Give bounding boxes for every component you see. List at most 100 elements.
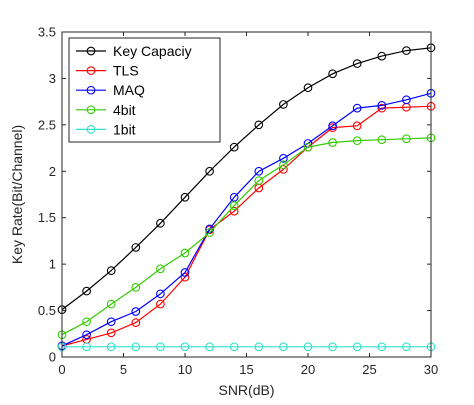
data-point bbox=[402, 46, 411, 55]
data-point bbox=[229, 201, 239, 210]
data-point bbox=[156, 264, 165, 274]
data-point bbox=[229, 142, 239, 152]
data-point bbox=[352, 59, 362, 68]
data-point bbox=[180, 192, 190, 202]
data-point bbox=[328, 121, 337, 131]
data-point bbox=[229, 192, 239, 202]
data-point bbox=[106, 328, 116, 338]
data-point bbox=[402, 95, 411, 105]
axes-box bbox=[61, 31, 432, 358]
data-point bbox=[180, 268, 190, 277]
data-point bbox=[303, 142, 313, 152]
data-point bbox=[131, 307, 141, 316]
legend-marker bbox=[86, 105, 96, 115]
y-tick-label: 1 bbox=[49, 257, 56, 272]
legend-marker bbox=[86, 46, 96, 56]
x-axis-label: SNR(dB) bbox=[218, 382, 274, 398]
y-axis-label: Key Rate(Bit/Channel) bbox=[9, 125, 25, 264]
legend-entry: TLS bbox=[76, 63, 139, 79]
x-tick-label: 0 bbox=[58, 362, 65, 377]
data-point bbox=[254, 120, 264, 130]
data-point bbox=[328, 69, 337, 79]
legend-label: 4bit bbox=[113, 102, 136, 118]
series-maq bbox=[57, 88, 436, 351]
x-tick-label: 5 bbox=[120, 362, 127, 377]
legend-entry: 1bit bbox=[76, 121, 136, 137]
legend: Key Capaciy TLS MAQ 4bit 1bit bbox=[68, 37, 221, 143]
legend-label: MAQ bbox=[113, 82, 145, 98]
data-point bbox=[352, 103, 362, 113]
data-point bbox=[377, 101, 387, 110]
y-tick-label: 0.5 bbox=[38, 303, 56, 318]
data-point bbox=[205, 166, 214, 176]
data-point bbox=[106, 299, 116, 309]
series-key-capaciy bbox=[57, 43, 436, 314]
data-point bbox=[352, 136, 362, 145]
data-point bbox=[131, 243, 141, 252]
series-line bbox=[61, 137, 432, 336]
y-tick-label: 2 bbox=[49, 164, 56, 179]
axes-frame bbox=[61, 31, 432, 358]
y-tick-label: 0 bbox=[49, 350, 56, 365]
data-point bbox=[352, 121, 362, 131]
data-point bbox=[377, 51, 387, 61]
data-point bbox=[156, 289, 165, 299]
data-point bbox=[352, 342, 362, 352]
legend-marker bbox=[86, 125, 96, 134]
data-point bbox=[229, 342, 239, 352]
series-line bbox=[61, 105, 432, 347]
data-point bbox=[82, 342, 91, 352]
y-tick-label: 3.5 bbox=[38, 25, 56, 40]
series-line bbox=[61, 92, 432, 347]
x-tick-label: 25 bbox=[362, 362, 376, 377]
data-point bbox=[377, 135, 387, 145]
data-point bbox=[328, 138, 337, 147]
data-point bbox=[131, 342, 141, 352]
y-tick-label: 3 bbox=[49, 71, 56, 86]
data-point bbox=[180, 248, 190, 258]
legend-marker bbox=[86, 66, 96, 75]
data-point bbox=[156, 299, 165, 309]
x-tick-label: 30 bbox=[424, 362, 438, 377]
data-point bbox=[254, 166, 264, 176]
data-point bbox=[279, 160, 288, 170]
x-tick-label: 20 bbox=[301, 362, 315, 377]
data-point bbox=[279, 342, 288, 352]
legend-entry: MAQ bbox=[76, 82, 145, 98]
data-point bbox=[106, 317, 116, 327]
legend-entry: 4bit bbox=[76, 102, 136, 118]
data-point bbox=[279, 100, 288, 109]
data-point bbox=[180, 342, 190, 352]
legend-label: 1bit bbox=[113, 121, 136, 137]
legend-entry: Key Capaciy bbox=[76, 43, 192, 59]
data-point bbox=[377, 342, 387, 352]
series-line bbox=[61, 47, 432, 311]
x-tick-label: 15 bbox=[239, 362, 253, 377]
data-point bbox=[156, 342, 165, 352]
data-point bbox=[82, 286, 91, 296]
data-point bbox=[180, 272, 190, 282]
data-point bbox=[402, 342, 411, 352]
legend-marker bbox=[86, 85, 96, 95]
data-point bbox=[279, 153, 288, 163]
data-point bbox=[229, 206, 239, 216]
legend-label: Key Capaciy bbox=[113, 43, 192, 59]
data-point bbox=[402, 134, 411, 144]
data-point bbox=[254, 176, 264, 185]
data-point bbox=[205, 228, 214, 237]
data-point bbox=[303, 83, 313, 93]
legend-label: TLS bbox=[113, 63, 139, 79]
data-point bbox=[106, 266, 116, 275]
data-point bbox=[205, 342, 214, 352]
data-point bbox=[82, 330, 91, 340]
data-point bbox=[303, 342, 313, 352]
data-point bbox=[131, 283, 141, 292]
data-point bbox=[131, 318, 141, 327]
data-point bbox=[377, 103, 387, 113]
data-point bbox=[279, 165, 288, 174]
x-tick-label: 10 bbox=[178, 362, 192, 377]
y-tick-label: 2.5 bbox=[38, 117, 56, 132]
data-point bbox=[156, 218, 165, 228]
data-point bbox=[328, 342, 337, 352]
